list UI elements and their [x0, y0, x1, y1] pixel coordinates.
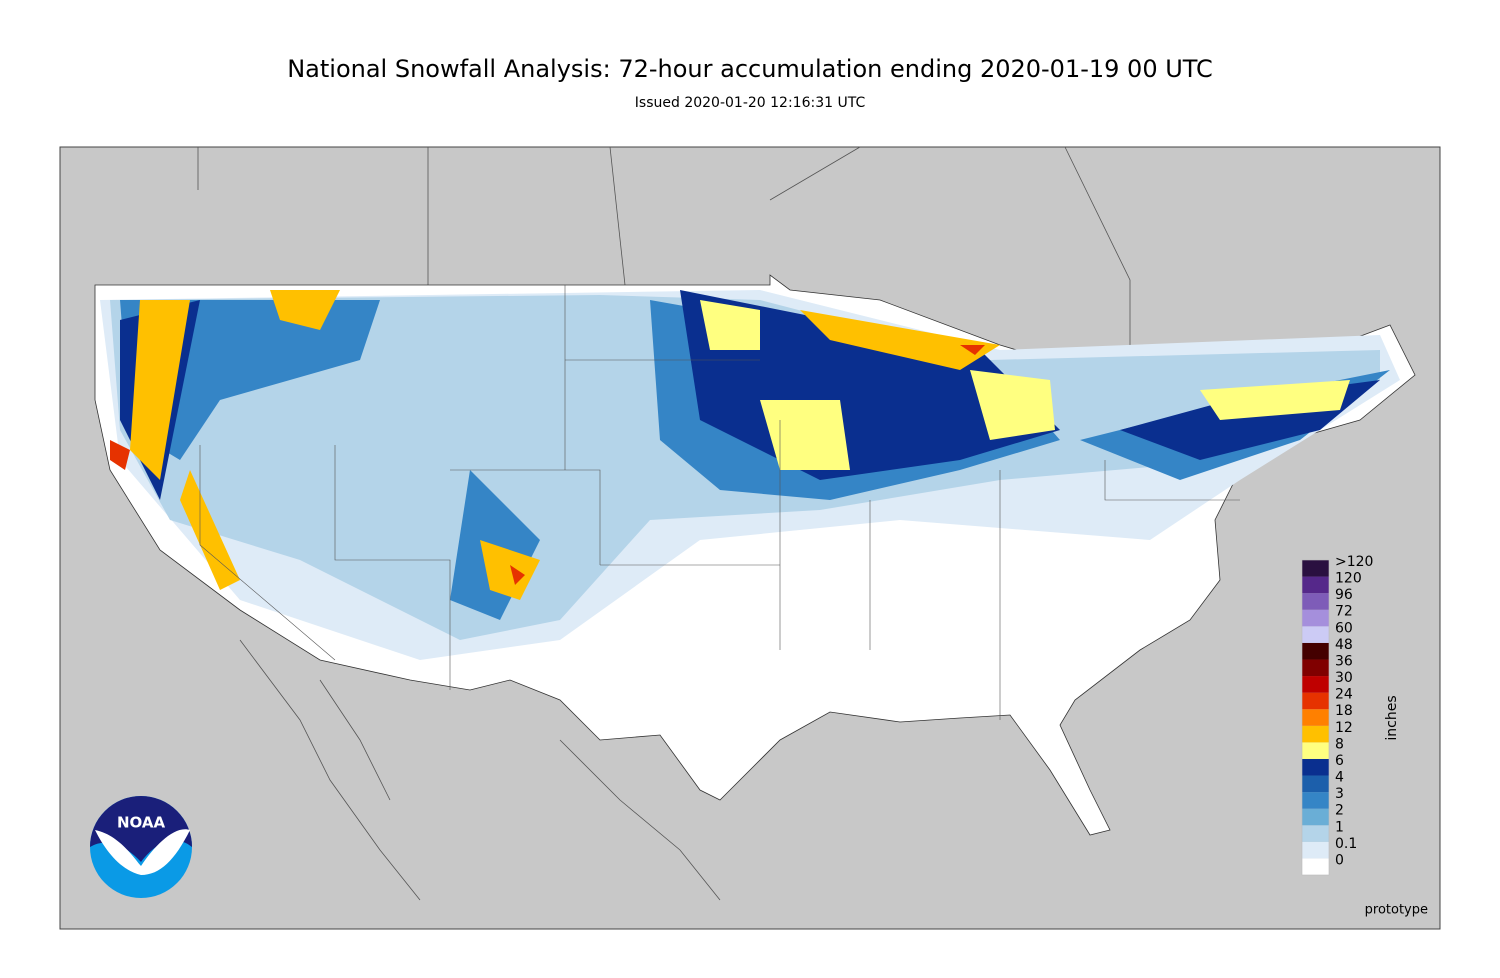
- state-lines: [199, 285, 1240, 720]
- legend-swatch: [1302, 676, 1329, 693]
- legend-swatch: [1302, 560, 1329, 577]
- legend-swatch: [1302, 709, 1329, 726]
- logo-gull: [95, 829, 190, 875]
- legend-label: 8: [1335, 736, 1344, 752]
- snow-8: [700, 300, 1350, 470]
- subtitle: Issued 2020-01-20 12:16:31 UTC: [635, 95, 866, 111]
- noaa-logo: NOAA: [90, 796, 192, 898]
- title: National Snowfall Analysis: 72-hour accu…: [287, 55, 1213, 83]
- legend-swatch: [1302, 626, 1329, 643]
- legend-swatch: [1302, 725, 1329, 743]
- legend-border: [1301, 559, 1330, 876]
- legend-label: 0: [1335, 852, 1344, 868]
- legend-label: 6: [1335, 753, 1344, 769]
- legend-label: 120: [1335, 571, 1362, 587]
- legend-label: 1: [1335, 819, 1344, 835]
- snow-areas: [100, 290, 1400, 660]
- legend-label: 96: [1335, 587, 1353, 603]
- legend-title: inches: [1384, 695, 1400, 740]
- legend-swatch: [1302, 775, 1329, 793]
- legend-label: 30: [1335, 670, 1353, 686]
- legend-label: 4: [1335, 770, 1344, 786]
- legend-label: 0.1: [1335, 836, 1357, 852]
- legend-swatch: [1302, 858, 1329, 875]
- legend-swatch: [1302, 609, 1329, 627]
- legend-swatch: [1302, 841, 1329, 859]
- legend-swatch: [1302, 659, 1329, 677]
- legend-label: 72: [1335, 604, 1353, 620]
- snow-moderate: [120, 300, 1390, 620]
- snow-heavy: [120, 290, 1380, 500]
- legend-label: 3: [1335, 786, 1344, 802]
- legend-swatch: [1302, 642, 1329, 660]
- legend-label: 2: [1335, 803, 1344, 819]
- legend-label: >120: [1335, 554, 1373, 570]
- map: [59, 146, 1441, 930]
- legend-label: 12: [1335, 720, 1353, 736]
- logo-text: NOAA: [117, 814, 166, 832]
- legend-label: 36: [1335, 653, 1353, 669]
- logo-top: [90, 796, 192, 862]
- legend-swatch: [1302, 593, 1329, 610]
- legend-swatch: [1302, 692, 1329, 710]
- canada-border: [197, 146, 1131, 350]
- legend-label: 24: [1335, 687, 1353, 703]
- legend-swatch: [1302, 758, 1329, 776]
- legend-swatch: [1302, 808, 1329, 826]
- legend-swatch: [1302, 825, 1329, 842]
- legend-label: 48: [1335, 637, 1353, 653]
- legend-swatch: [1302, 792, 1329, 809]
- legend-label: 60: [1335, 620, 1353, 636]
- legend-swatch: [1302, 576, 1329, 594]
- legend-label: 18: [1335, 703, 1353, 719]
- legend-swatch: [1302, 742, 1329, 759]
- mexico-coast: [239, 639, 721, 901]
- snow-12: [130, 290, 1000, 600]
- note: prototype: [1365, 903, 1428, 918]
